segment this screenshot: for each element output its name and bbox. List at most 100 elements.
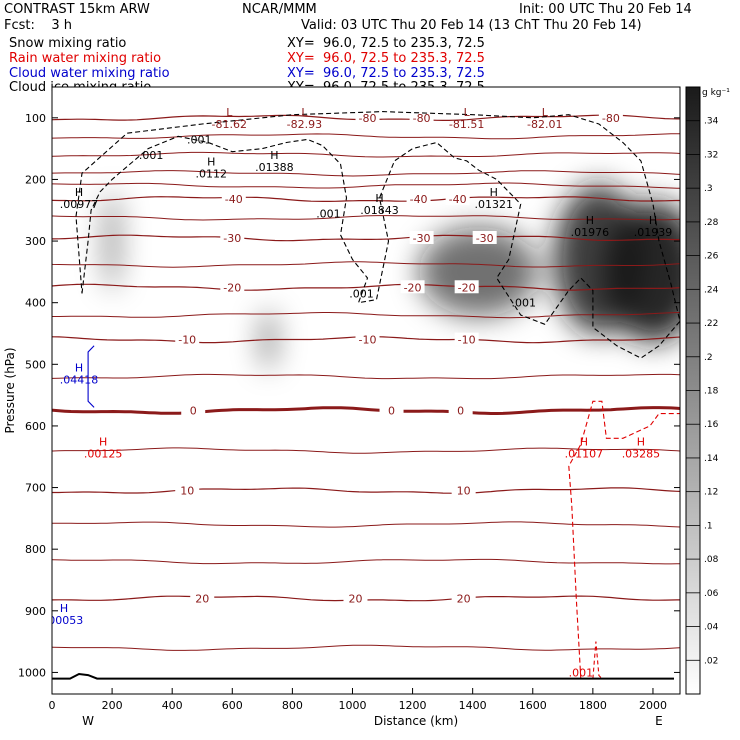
extremum-marker-H: H — [649, 214, 657, 227]
y-tick-label: 600 — [25, 420, 46, 433]
temperature-label-bg — [343, 591, 368, 605]
extremum-value: .0112 — [196, 167, 228, 180]
extremum-marker-H: H — [75, 186, 83, 199]
producer-label: NCAR/MMM — [242, 2, 317, 17]
y-tick-label: 200 — [25, 173, 46, 186]
forecast-hour: Fcst: 3 h — [4, 18, 73, 33]
colorbar-tick-label: .16 — [704, 420, 719, 430]
temperature-contour-minor — [52, 521, 680, 528]
temperature-label-bg — [379, 403, 404, 417]
plot-area: -80 -80 -80 -40 -40 -40 -30 -30 -30 -20 -20 -20 -10 -… — [45, 87, 680, 694]
temperature-label-bg — [448, 403, 473, 417]
extremum-marker-H: H — [637, 436, 645, 449]
cloud-ice-contour-label: .001 — [139, 149, 164, 162]
temperature-label--40: -40 — [449, 193, 467, 206]
extremum-marker-H: H — [586, 214, 594, 227]
rain-contour-label: .001 — [569, 666, 594, 679]
field-xy-snow: XY= 96.0, 72.5 to 235.3, 72.5 — [287, 36, 485, 51]
extremum-value: .00977 — [60, 198, 99, 211]
y-tick-label: 800 — [25, 543, 46, 556]
temperature-label--80: -80 — [602, 112, 620, 125]
rain-water-contour-small — [592, 641, 603, 679]
temperature-label-bg — [400, 280, 425, 294]
extremum-value: .01976 — [571, 226, 610, 239]
cloud-ice-contour-label: .001 — [512, 297, 537, 310]
field-label-rain: Rain water mixing ratio — [9, 51, 162, 66]
temperature-contour--20 — [52, 283, 680, 291]
extremum-value: -81.62 — [212, 118, 247, 131]
extremum-value: -82.01 — [527, 118, 562, 131]
west-label: W — [82, 714, 94, 728]
temperature-label-10: 10 — [457, 485, 471, 498]
x-tick-label: 800 — [282, 699, 303, 712]
extremum-marker-L: L — [226, 106, 233, 119]
temperature-label--30: -30 — [476, 232, 494, 245]
temperature-contour-10 — [52, 487, 680, 494]
extremum-value: .04418 — [60, 374, 99, 387]
extremum-value: .00053 — [45, 614, 84, 627]
temperature-label--80: -80 — [359, 112, 377, 125]
field-label-snow: Snow mixing ratio — [9, 36, 127, 51]
cloud-ice-contour-label: .001 — [349, 287, 374, 300]
extremum-marker-H: H — [375, 192, 383, 205]
temperature-label-bg — [451, 591, 476, 605]
temperature-label-bg — [175, 483, 200, 497]
y-tick-label: 100 — [25, 112, 46, 125]
y-tick-label: 700 — [25, 482, 46, 495]
temperature-contour-minor — [52, 644, 680, 651]
temperature-label-bg — [445, 192, 470, 206]
temperature-label--20: -20 — [458, 281, 476, 294]
temperature-contour-minor — [52, 558, 680, 565]
temperature-contour-minor — [52, 151, 680, 158]
x-tick-label: 400 — [162, 699, 183, 712]
x-tick-label: 1600 — [519, 699, 547, 712]
x-tick-label: 2000 — [639, 699, 667, 712]
extremum-marker-H: H — [580, 436, 588, 449]
extremum-value: .01388 — [255, 161, 294, 174]
colorbar-tick-label: .2 — [704, 353, 713, 363]
field-xy-rain: XY= 96.0, 72.5 to 235.3, 72.5 — [287, 51, 485, 66]
temperature-contour-minor — [52, 182, 680, 189]
temperature-label-10: 10 — [180, 485, 194, 498]
temperature-label--80: -80 — [413, 112, 431, 125]
extremum-marker-L: L — [542, 106, 549, 119]
temperature-contour--40 — [52, 196, 680, 202]
x-tick-label: 600 — [222, 699, 243, 712]
temperature-label--10: -10 — [178, 334, 196, 347]
temperature-contour-minor — [52, 170, 680, 177]
temperature-label-0: 0 — [457, 405, 464, 418]
extremum-marker-H: H — [75, 362, 83, 375]
temperature-contour-minor — [52, 373, 680, 380]
temperature-label-bg — [409, 230, 434, 244]
x-tick-label: 200 — [102, 699, 123, 712]
x-tick-label: 1000 — [338, 699, 366, 712]
y-tick-label: 400 — [25, 297, 46, 310]
temperature-label--20: -20 — [404, 281, 422, 294]
colorbar-tick-label: .12 — [704, 488, 718, 498]
colorbar-tick-label: .18 — [704, 387, 719, 397]
temperature-contour-0 — [52, 406, 680, 415]
temperature-label--10: -10 — [359, 334, 377, 347]
temperature-label--10: -10 — [458, 334, 476, 347]
y-tick-label: 900 — [25, 605, 46, 618]
east-label: E — [655, 714, 663, 728]
temperature-contour-minor — [52, 215, 680, 221]
field-xy-cloud-water: XY= 96.0, 72.5 to 235.3, 72.5 — [287, 66, 485, 81]
temperature-label-bg — [598, 110, 623, 124]
temperature-label-bg — [406, 192, 431, 206]
x-tick-label: 1800 — [579, 699, 607, 712]
y-axis-title: Pressure (hPa) — [3, 347, 17, 433]
temperature-label-bg — [355, 332, 380, 346]
colorbar-tick-label: .14 — [704, 454, 719, 464]
temperature-label-bg — [181, 403, 206, 417]
field-label-cloud-water: Cloud water mixing ratio — [9, 66, 170, 81]
colorbar-tick-label: .08 — [704, 555, 719, 565]
init-time: Init: 00 UTC Thu 20 Feb 14 — [519, 2, 692, 17]
cloud-ice-contour-label: .001 — [316, 207, 341, 220]
extremum-value: .03285 — [622, 448, 661, 461]
colorbar-tick-label: .32 — [704, 150, 718, 160]
temperature-label-bg — [454, 280, 479, 294]
temperature-label-bg — [190, 591, 215, 605]
x-tick-label: 0 — [49, 699, 56, 712]
